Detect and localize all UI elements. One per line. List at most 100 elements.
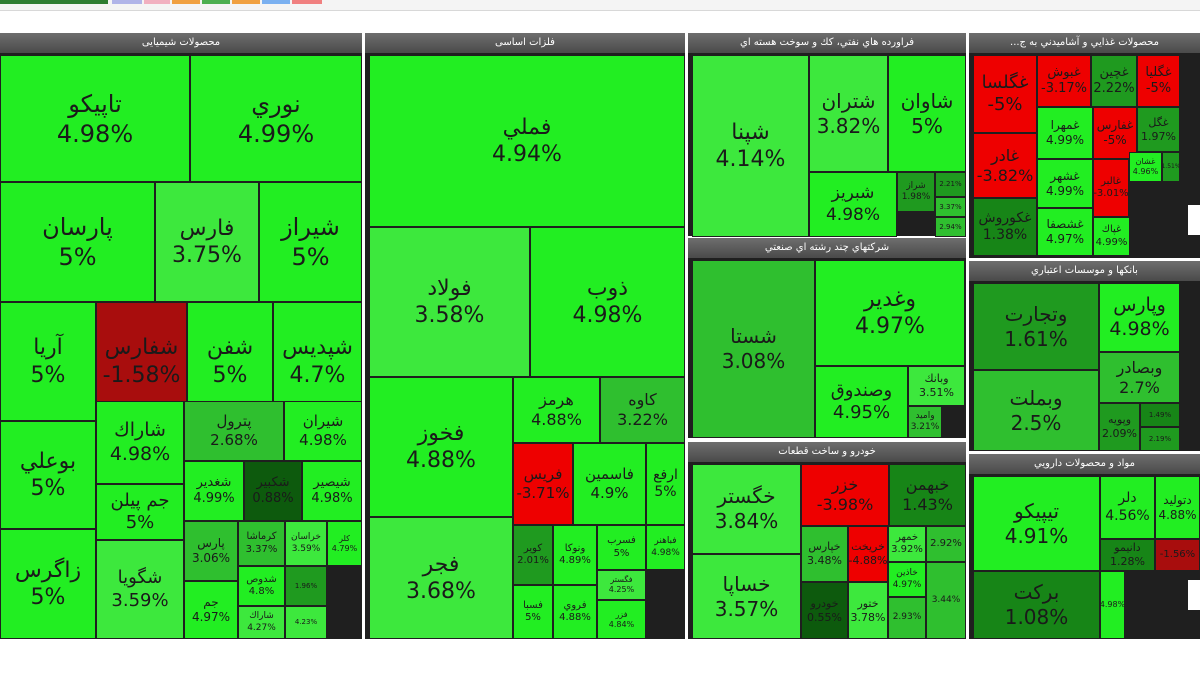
stock-tile[interactable]: ونوكا 4.89% <box>553 525 597 585</box>
stock-tile[interactable]: غگل 1.97% <box>1137 107 1180 152</box>
stock-tile[interactable]: 2.94% <box>935 217 966 237</box>
stock-tile[interactable]: 1.49% <box>1140 403 1180 427</box>
stock-tile[interactable]: وغدير 4.97% <box>815 260 965 366</box>
stock-tile[interactable]: فزر 4.84% <box>597 600 646 639</box>
stock-tile[interactable]: خريخت -4.88% <box>848 526 888 582</box>
stock-tile[interactable]: فملي 4.94% <box>369 55 685 227</box>
stock-tile[interactable]: -1.56% <box>1155 539 1200 571</box>
stock-tile[interactable]: وبملت 2.5% <box>973 370 1099 451</box>
stock-tile[interactable]: غبوش -3.17% <box>1037 55 1091 107</box>
stock-tile[interactable]: شپنا 4.14% <box>692 55 809 237</box>
stock-tile[interactable]: خگستر 3.84% <box>692 464 801 554</box>
stock-tile[interactable]: 3.44% <box>926 562 966 639</box>
stock-tile[interactable]: فباهنر 4.98% <box>646 525 685 570</box>
stock-tile[interactable]: فخوز 4.88% <box>369 377 513 517</box>
stock-tile[interactable]: 4.23% <box>285 606 327 639</box>
stock-tile[interactable]: وبانك 3.51% <box>908 366 965 406</box>
stock-tile[interactable]: شستا 3.08% <box>692 260 815 438</box>
stock-tile[interactable]: شاراك 4.98% <box>96 401 184 484</box>
stock-tile[interactable]: شغدير 4.99% <box>184 461 244 521</box>
stock-tile[interactable]: غشصفا 4.97% <box>1037 208 1093 256</box>
stock-tile[interactable]: شاراك 4.27% <box>238 606 285 639</box>
stock-tile[interactable]: دلر 4.56% <box>1100 476 1155 539</box>
stock-tile[interactable]: فجر 3.68% <box>369 517 513 639</box>
stock-tile[interactable]: غشان 4.96% <box>1129 152 1162 182</box>
stock-tile[interactable]: غگلسا -5% <box>973 55 1037 133</box>
stock-tile[interactable]: 2.19% <box>1140 427 1180 451</box>
stock-tile[interactable]: 1.96% <box>285 566 327 606</box>
stock-tile[interactable]: خاذين 4.97% <box>888 562 926 597</box>
stock-tile[interactable]: فسرب 5% <box>597 525 646 570</box>
stock-tile[interactable]: خساپا 3.57% <box>692 554 801 639</box>
stock-tile[interactable]: غالبر -3.01% <box>1093 159 1129 217</box>
stock-tile[interactable]: شيران 4.98% <box>284 401 362 461</box>
stock-tile[interactable]: پارسان 5% <box>0 182 155 302</box>
stock-tile[interactable]: زاگرس 5% <box>0 529 96 639</box>
stock-symbol: خريخت <box>851 540 885 554</box>
stock-tile[interactable]: بركت 1.08% <box>973 571 1100 639</box>
stock-tile[interactable]: غمهرا 4.99% <box>1037 107 1093 159</box>
stock-tile[interactable]: كرماشا 3.37% <box>238 521 285 566</box>
stock-tile[interactable]: فريس -3.71% <box>513 443 573 525</box>
stock-tile[interactable]: وتجارت 1.61% <box>973 283 1099 370</box>
stock-tile[interactable]: شگويا 3.59% <box>96 540 184 639</box>
stock-tile[interactable]: ختور 3.78% <box>848 582 888 639</box>
stock-tile[interactable]: شاوان 5% <box>888 55 966 172</box>
stock-tile[interactable]: كلر 4.79% <box>327 521 362 566</box>
stock-tile[interactable]: غگليا -5% <box>1137 55 1180 107</box>
stock-tile[interactable]: شيراز 5% <box>259 182 362 302</box>
stock-tile[interactable]: ذوب 4.98% <box>530 227 685 377</box>
stock-tile[interactable]: دتوليد 4.88% <box>1155 476 1200 539</box>
stock-tile[interactable]: خزر -3.98% <box>801 464 889 526</box>
stock-tile[interactable]: وبصادر 2.7% <box>1099 352 1180 403</box>
stock-tile[interactable]: هرمز 4.88% <box>513 377 600 443</box>
stock-tile[interactable]: خبهمن 1.43% <box>889 464 966 526</box>
stock-tile[interactable]: فولاد 3.58% <box>369 227 530 377</box>
stock-tile[interactable]: 2.21% <box>935 172 966 197</box>
stock-tile[interactable]: خودرو 0.55% <box>801 582 848 639</box>
stock-tile[interactable]: فروي 4.88% <box>553 585 597 639</box>
stock-tile[interactable]: فارس 3.75% <box>155 182 259 302</box>
stock-tile[interactable]: شراز 1.98% <box>897 172 935 212</box>
stock-tile[interactable]: كوير 2.01% <box>513 525 553 585</box>
stock-tile[interactable]: شكبير 0.88% <box>244 461 302 521</box>
stock-tile[interactable]: غچين 2.22% <box>1091 55 1137 107</box>
stock-tile[interactable]: وپويه 2.09% <box>1099 403 1140 451</box>
stock-symbol: غچين <box>1099 64 1129 80</box>
stock-tile[interactable]: شتران 3.82% <box>809 55 888 172</box>
stock-tile[interactable]: شيصير 4.98% <box>302 461 362 521</box>
stock-tile[interactable]: ارفع 5% <box>646 443 685 525</box>
stock-tile[interactable]: فسبا 5% <box>513 585 553 639</box>
stock-tile[interactable]: 3.37% <box>935 197 966 217</box>
stock-tile[interactable]: شدوص 4.8% <box>238 566 285 606</box>
stock-tile[interactable]: خمهر 3.92% <box>888 526 926 562</box>
stock-tile[interactable]: خپارس 3.48% <box>801 526 848 582</box>
stock-tile[interactable]: واميد 3.21% <box>908 406 942 438</box>
stock-tile[interactable]: پترول 2.68% <box>184 401 284 461</box>
stock-tile[interactable]: فاسمين 4.9% <box>573 443 646 525</box>
stock-tile[interactable]: نوري 4.99% <box>190 55 362 182</box>
stock-tile[interactable]: 2.93% <box>888 597 926 639</box>
stock-tile[interactable]: كاوه 3.22% <box>600 377 685 443</box>
stock-tile[interactable]: جم 4.97% <box>184 581 238 639</box>
stock-tile[interactable]: 1.51% <box>1162 152 1180 182</box>
stock-tile[interactable]: 4.98% <box>1100 571 1125 639</box>
stock-tile[interactable]: تاپيكو 4.98% <box>0 55 190 182</box>
stock-tile[interactable]: غكوروش 1.38% <box>973 198 1037 256</box>
stock-tile[interactable]: وپارس 4.98% <box>1099 283 1180 352</box>
stock-tile[interactable]: وصندوق 4.95% <box>815 366 908 438</box>
stock-tile[interactable]: دانيمو 1.28% <box>1100 539 1155 571</box>
stock-tile[interactable]: غپاك 4.99% <box>1093 217 1130 256</box>
stock-tile[interactable]: شبريز 4.98% <box>809 172 897 237</box>
stock-tile[interactable]: 2.92% <box>926 526 966 562</box>
stock-tile[interactable]: فگستر 4.25% <box>597 570 646 600</box>
stock-tile[interactable]: پارس 3.06% <box>184 521 238 581</box>
stock-tile[interactable]: بوعلي 5% <box>0 421 96 529</box>
stock-tile[interactable]: جم پيلن 5% <box>96 484 184 540</box>
stock-tile[interactable]: آريا 5% <box>0 302 96 421</box>
stock-tile[interactable]: غشهر 4.99% <box>1037 159 1093 208</box>
stock-tile[interactable]: تيپيكو 4.91% <box>973 476 1100 571</box>
stock-tile[interactable]: غفارس -5% <box>1093 107 1137 159</box>
stock-tile[interactable]: خراسان 3.59% <box>285 521 327 566</box>
stock-tile[interactable]: غادر -3.82% <box>973 133 1037 198</box>
